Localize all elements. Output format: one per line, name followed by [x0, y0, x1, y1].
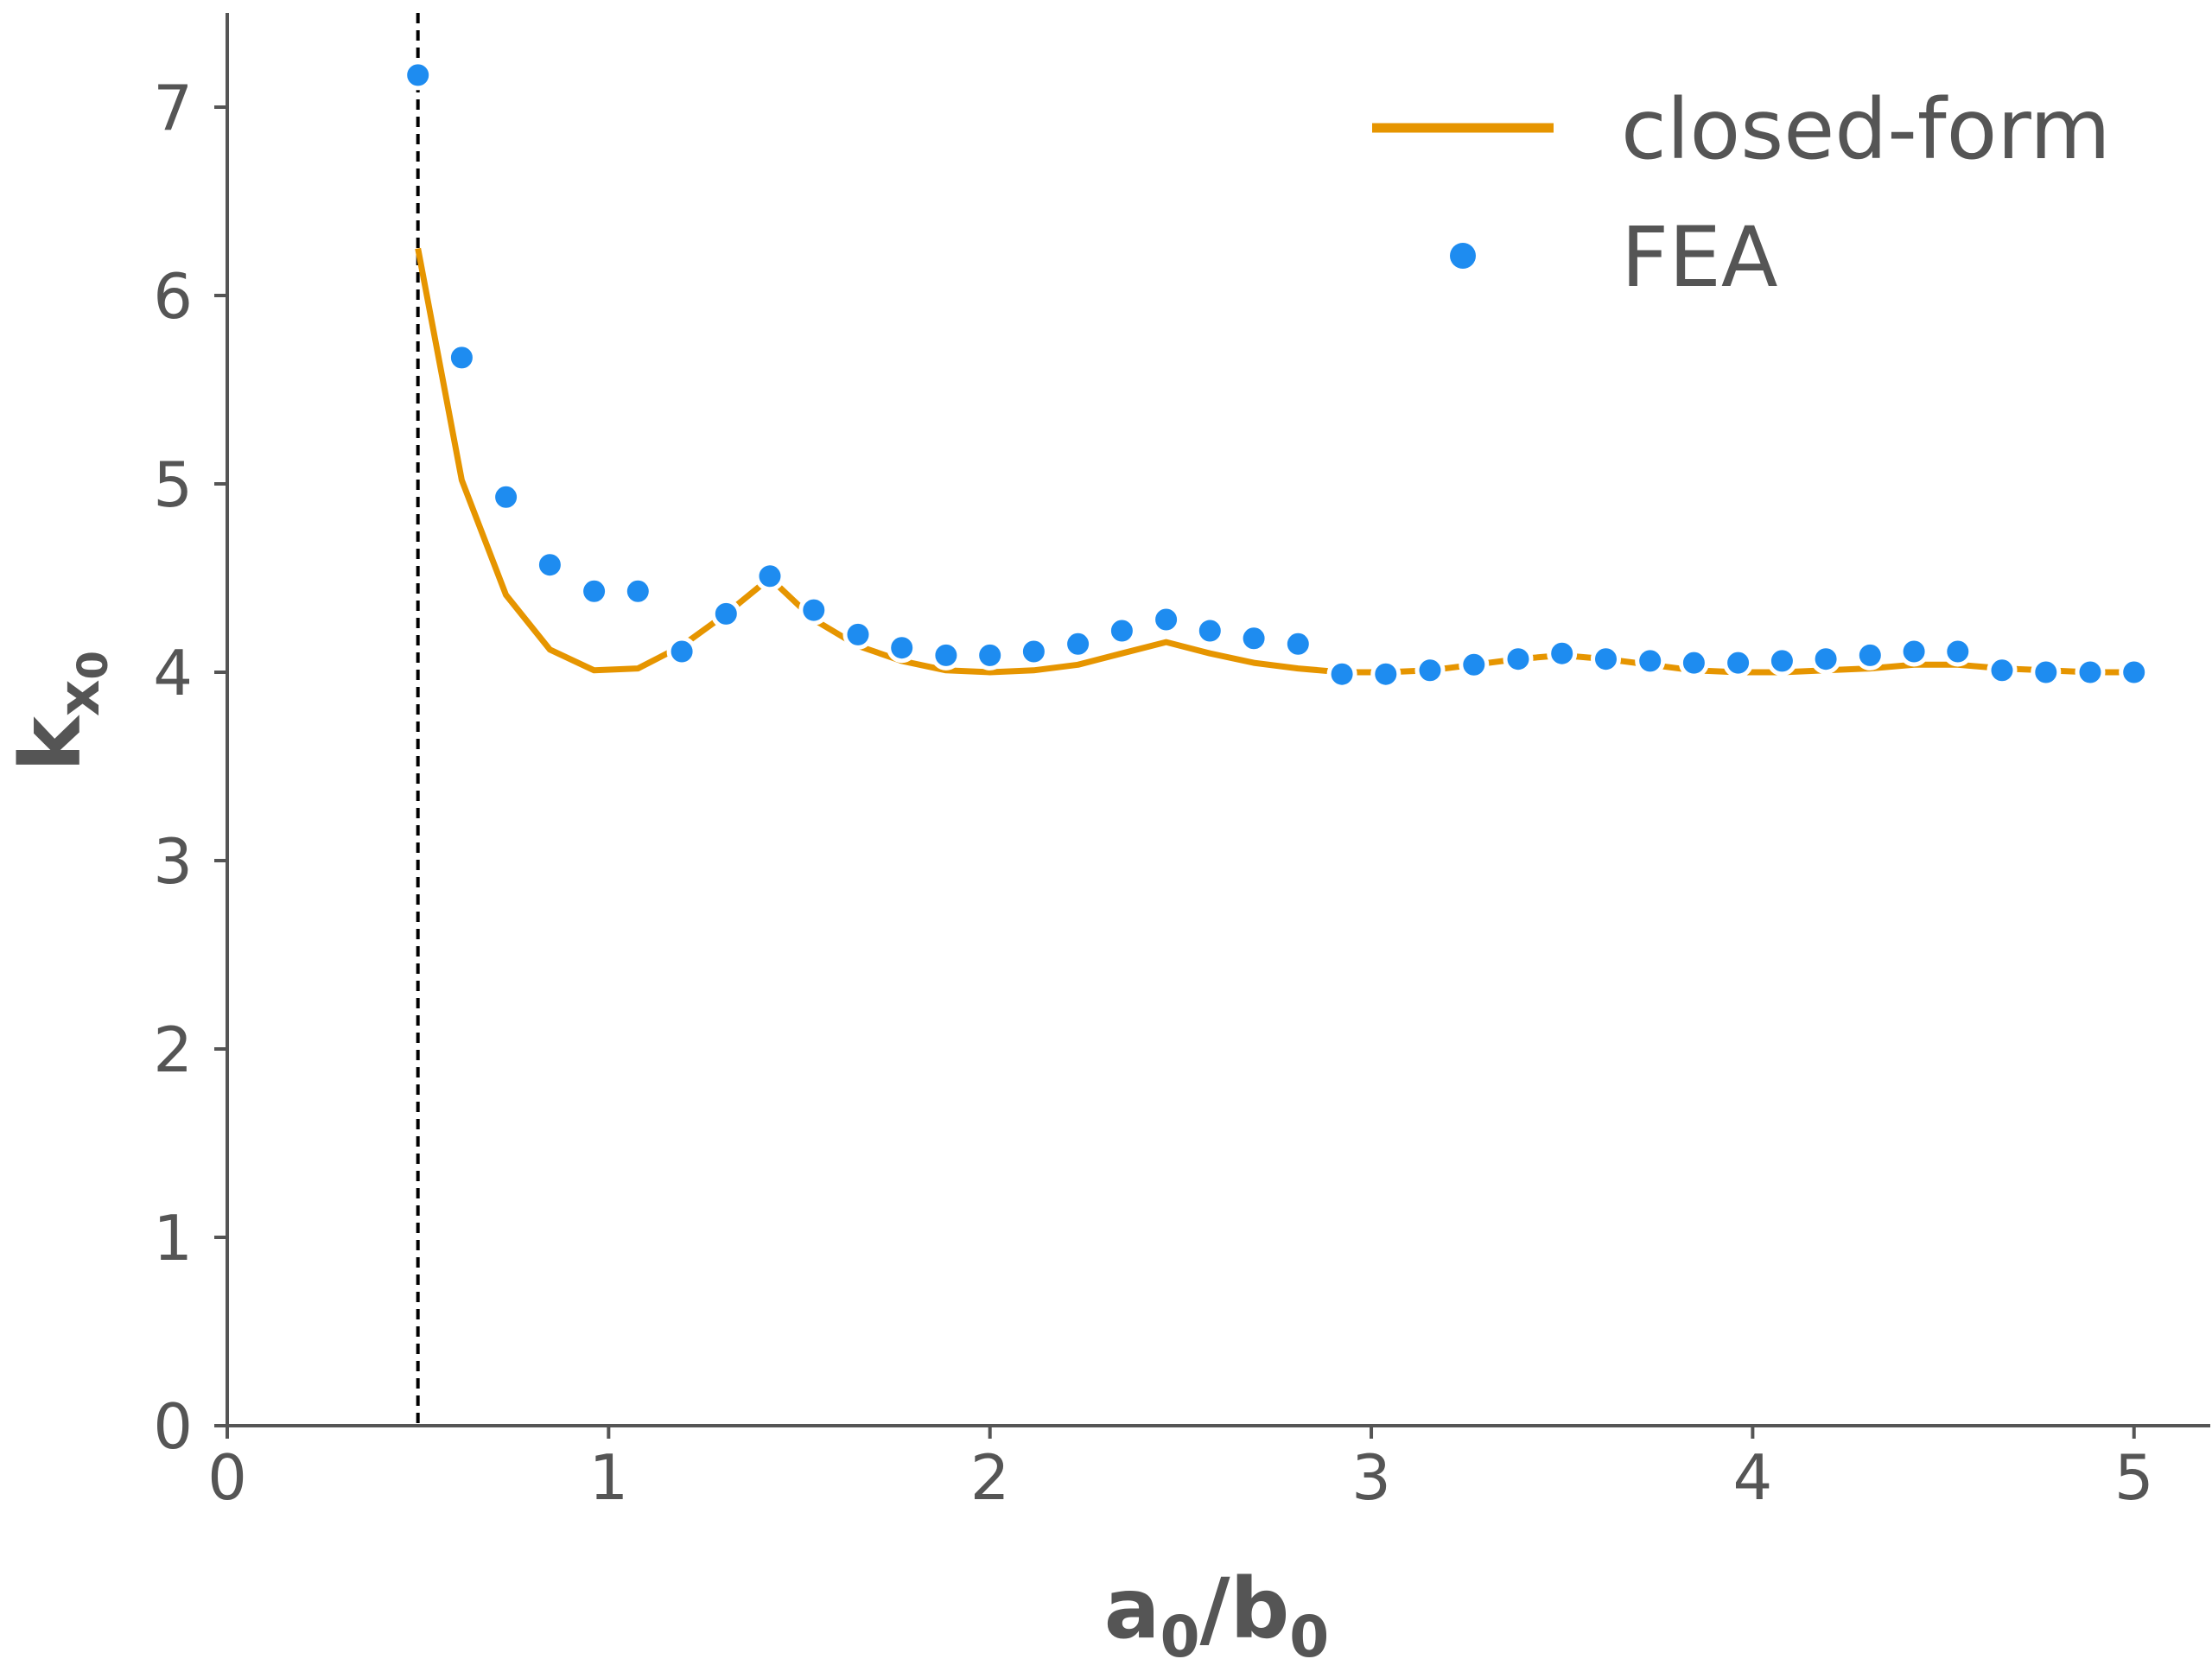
- line-series-layer: [415, 247, 2134, 676]
- closed-form-line: [415, 247, 2134, 676]
- fea-point: [491, 481, 522, 512]
- legend-label-fea: FEA: [1621, 209, 1778, 306]
- fea-point: [2119, 657, 2150, 688]
- x-tick-label: 4: [1732, 1441, 1772, 1514]
- ticks-layer: 0 1 2 3 4 5 0 1 2 3 4 5 6 7: [153, 72, 2153, 1514]
- fea-point: [1194, 615, 1225, 646]
- fea-point: [1414, 655, 1446, 686]
- fea-point: [1678, 647, 1709, 678]
- legend-label-closed-form: closed-form: [1621, 81, 2111, 178]
- fea-point: [1238, 623, 1269, 654]
- fea-point: [842, 619, 874, 650]
- x-axis-title-sub1: 0: [1160, 1604, 1200, 1659]
- fea-point: [1063, 628, 1094, 659]
- x-tick-label: 0: [207, 1441, 247, 1514]
- fea-point: [1547, 638, 1578, 669]
- x-axis-title-sub2: 0: [1289, 1604, 1329, 1659]
- fea-point: [622, 575, 653, 607]
- y-tick-label: 4: [153, 637, 193, 709]
- axes-layer: [226, 13, 2210, 1427]
- y-tick-label: 1: [153, 1202, 193, 1274]
- x-tick-label: 2: [970, 1441, 1010, 1514]
- legend: closed-form FEA: [1372, 81, 2111, 306]
- fea-point: [446, 342, 477, 373]
- fea-point: [1942, 636, 1974, 667]
- fea-point: [1591, 644, 1621, 675]
- fea-point: [931, 639, 962, 671]
- fea-point: [1766, 645, 1797, 677]
- fea-point: [534, 550, 565, 581]
- x-tick-label: 1: [588, 1441, 628, 1514]
- y-tick-label: 6: [153, 260, 193, 333]
- fea-point: [1986, 655, 2018, 686]
- fea-point: [1106, 615, 1137, 646]
- fea-point: [1898, 636, 1929, 667]
- fea-point: [1459, 649, 1490, 680]
- fea-point: [798, 594, 830, 626]
- y-axis-title: kx0: [3, 651, 118, 772]
- x-axis-title-main: a: [1104, 1560, 1160, 1657]
- fea-point: [403, 60, 434, 91]
- y-axis-title-sub1: x: [46, 679, 112, 716]
- fea-point: [1018, 636, 1049, 667]
- fea-point: [1370, 658, 1402, 690]
- fea-point: [2075, 657, 2106, 688]
- scatter-series-layer: [403, 60, 2150, 690]
- fea-point: [1151, 604, 1182, 635]
- y-tick-label: 3: [153, 825, 193, 898]
- fea-point: [1635, 645, 1666, 677]
- x-tick-label: 5: [2114, 1441, 2154, 1514]
- x-tick-label: 3: [1351, 1441, 1391, 1514]
- fea-point: [579, 575, 610, 607]
- y-tick-label: 2: [153, 1014, 193, 1086]
- fea-point: [754, 561, 785, 592]
- y-tick-label: 0: [153, 1390, 193, 1463]
- y-axis-title-main: k: [3, 715, 99, 772]
- y-tick-label: 5: [153, 448, 193, 521]
- fea-point: [2031, 657, 2062, 688]
- y-axis-title-sub2: 0: [69, 651, 118, 679]
- fea-point: [1503, 644, 1534, 675]
- fea-point: [975, 639, 1006, 671]
- fea-point: [1282, 628, 1313, 659]
- fea-point: [1810, 644, 1841, 675]
- fea-point: [1723, 647, 1754, 678]
- x-axis-title-mid: /b: [1200, 1560, 1290, 1657]
- fea-point: [1326, 658, 1357, 690]
- fea-point: [666, 636, 697, 667]
- legend-point-swatch: [1450, 243, 1476, 269]
- x-axis-title: a0/b0: [1104, 1560, 1329, 1659]
- fea-point: [887, 632, 918, 664]
- fea-point: [710, 598, 741, 629]
- fea-point: [1854, 639, 1885, 671]
- y-tick-label: 7: [153, 72, 193, 144]
